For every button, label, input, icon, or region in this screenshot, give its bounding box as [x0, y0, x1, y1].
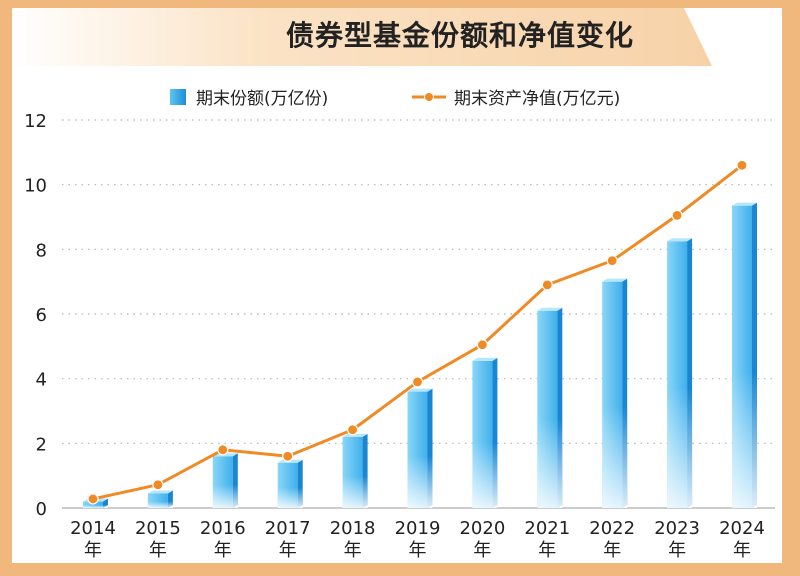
bar — [147, 490, 173, 508]
bar — [667, 238, 693, 508]
line-point — [347, 424, 359, 436]
line-point — [217, 444, 229, 456]
bar-fade — [83, 501, 108, 508]
line-point — [671, 209, 683, 221]
x-tick-label: 2015 — [135, 518, 181, 539]
x-tick-label: 2024 — [719, 518, 765, 539]
bar — [472, 357, 498, 508]
legend-item-line: 期末资产净值(万亿元) — [412, 84, 620, 109]
bar-fade — [732, 205, 757, 508]
line-point — [411, 376, 424, 388]
line-point — [606, 255, 618, 267]
y-tick-label: 10 — [24, 176, 47, 197]
bar-fade — [667, 241, 693, 508]
legend-item-bar: 期末份额(万亿份) — [170, 84, 328, 109]
bar — [407, 388, 433, 508]
x-tick-suffix: 年 — [603, 540, 621, 561]
title-band — [12, 8, 712, 66]
bar-fade — [342, 436, 368, 508]
bar-fade — [602, 281, 628, 508]
line-point — [152, 479, 164, 491]
x-tick-suffix: 年 — [279, 540, 297, 561]
line-point — [476, 339, 488, 351]
chart-panel — [12, 8, 782, 563]
bar-fade — [472, 360, 498, 508]
x-tick-suffix: 年 — [149, 540, 167, 561]
x-tick-label: 2018 — [330, 518, 376, 539]
bar-fade — [537, 310, 563, 508]
bar — [537, 307, 563, 508]
bar-fade — [212, 456, 238, 508]
bar-top — [732, 202, 757, 206]
y-tick-label: 0 — [36, 499, 47, 520]
bar-fade — [277, 462, 303, 508]
bar-top — [667, 238, 693, 242]
y-tick-label: 8 — [36, 240, 47, 261]
x-tick-label: 2016 — [200, 518, 246, 539]
legend-bar-label: 期末份额(万亿份) — [196, 89, 329, 109]
x-tick-label: 2020 — [459, 518, 505, 539]
bar-top — [472, 357, 498, 361]
bar-top — [602, 278, 628, 282]
x-tick-suffix: 年 — [668, 540, 686, 561]
bar-top — [407, 388, 433, 392]
x-tick-label: 2017 — [265, 518, 311, 539]
line-point — [282, 450, 294, 462]
bar-fade — [147, 493, 173, 508]
x-tick-suffix: 年 — [733, 540, 751, 561]
line-point — [87, 493, 99, 505]
line-point — [541, 279, 553, 291]
bar — [342, 433, 368, 508]
x-tick-suffix: 年 — [538, 540, 556, 561]
x-tick-label: 2023 — [654, 518, 700, 539]
bar-fade — [407, 391, 433, 508]
x-tick-label: 2021 — [524, 518, 570, 539]
line-point — [736, 159, 748, 171]
x-tick-suffix: 年 — [344, 540, 362, 561]
x-tick-label: 2022 — [589, 518, 635, 539]
legend-bar-swatch — [170, 88, 186, 105]
bar — [212, 453, 238, 508]
bar-top — [147, 490, 173, 494]
y-tick-label: 6 — [36, 305, 47, 326]
bar — [277, 459, 303, 508]
x-tick-suffix: 年 — [214, 540, 232, 561]
y-tick-label: 4 — [36, 370, 47, 391]
legend-line-label: 期末资产净值(万亿元) — [454, 89, 621, 109]
bar — [732, 202, 757, 508]
x-tick-label: 2014 — [70, 518, 116, 539]
x-tick-label: 2019 — [395, 518, 441, 539]
x-tick-suffix: 年 — [473, 540, 491, 561]
bar — [602, 278, 628, 508]
y-tick-label: 2 — [36, 434, 47, 455]
y-tick-label: 12 — [24, 111, 47, 132]
x-tick-suffix: 年 — [84, 540, 102, 561]
legend-line-swatch — [412, 91, 446, 102]
x-tick-suffix: 年 — [409, 540, 427, 561]
bar-top — [537, 307, 563, 311]
bar-top — [342, 433, 368, 437]
chart-title: 债券型基金份额和净值变化 — [285, 19, 634, 52]
